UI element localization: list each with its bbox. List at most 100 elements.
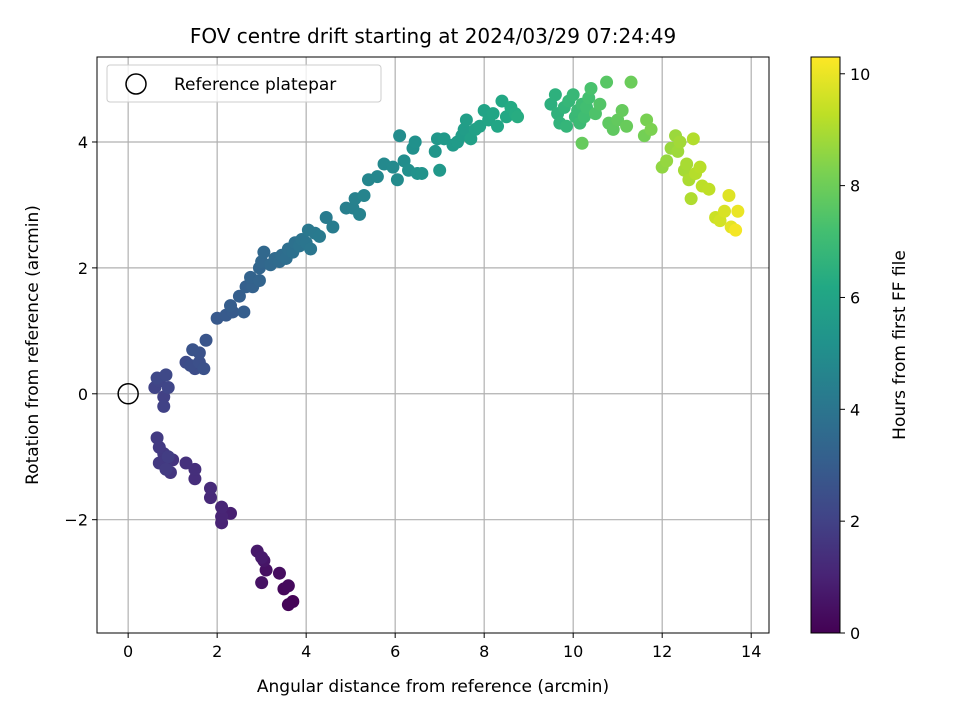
legend-marker-icon bbox=[125, 73, 147, 95]
data-point bbox=[415, 166, 429, 180]
x-axis-label: Angular distance from reference (arcmin) bbox=[257, 677, 609, 697]
x-tick-label: 12 bbox=[652, 642, 672, 661]
data-point bbox=[215, 510, 229, 524]
data-point bbox=[566, 88, 580, 102]
data-point bbox=[157, 399, 171, 413]
legend-box bbox=[106, 64, 382, 103]
data-point bbox=[584, 81, 598, 95]
data-point bbox=[326, 220, 340, 234]
data-point bbox=[731, 204, 745, 218]
data-point bbox=[319, 211, 333, 225]
data-point bbox=[232, 289, 246, 303]
data-point bbox=[272, 566, 286, 580]
data-point bbox=[680, 157, 694, 171]
data-point bbox=[188, 472, 202, 486]
data-point bbox=[729, 223, 743, 237]
data-point bbox=[257, 245, 271, 259]
data-point bbox=[304, 242, 318, 256]
data-point bbox=[281, 598, 295, 612]
data-point bbox=[255, 576, 269, 590]
data-point bbox=[186, 343, 200, 357]
data-point bbox=[203, 481, 217, 495]
data-point bbox=[686, 132, 700, 146]
data-point bbox=[615, 104, 629, 118]
data-point bbox=[252, 273, 266, 287]
colorbar-tick-label: 2 bbox=[850, 512, 860, 531]
data-point bbox=[644, 122, 658, 136]
data-point bbox=[702, 182, 716, 196]
data-point bbox=[600, 75, 614, 89]
data-point bbox=[370, 170, 384, 184]
data-point bbox=[511, 110, 525, 124]
data-point bbox=[390, 173, 404, 187]
data-point bbox=[357, 188, 371, 202]
y-tick-label: 4 bbox=[78, 133, 88, 152]
x-tick-label: 0 bbox=[123, 642, 133, 661]
data-point bbox=[255, 550, 269, 564]
colorbar-tick-label: 10 bbox=[850, 65, 870, 84]
data-point bbox=[393, 129, 407, 143]
data-point bbox=[673, 135, 687, 149]
data-point bbox=[197, 362, 211, 376]
x-tick-label: 2 bbox=[212, 642, 222, 661]
colorbar-tick-label: 0 bbox=[850, 624, 860, 643]
data-point bbox=[575, 136, 589, 150]
colorbar: 0 2 4 6 8 10 Hours from first FF file bbox=[810, 56, 910, 643]
colorbar-ticks: 0 2 4 6 8 10 bbox=[840, 65, 870, 643]
data-point bbox=[159, 368, 173, 382]
chart-title: FOV centre drift starting at 2024/03/29 … bbox=[190, 24, 676, 48]
data-point bbox=[693, 160, 707, 174]
data-point bbox=[179, 456, 193, 470]
data-point bbox=[491, 119, 505, 133]
data-point bbox=[313, 229, 327, 243]
data-point bbox=[215, 500, 229, 514]
data-point bbox=[161, 450, 175, 464]
y-tick-label: −2 bbox=[64, 511, 88, 530]
data-point bbox=[684, 192, 698, 206]
data-point bbox=[199, 333, 213, 347]
colorbar-gradient bbox=[810, 56, 841, 634]
y-axis-ticks: −2 0 2 4 bbox=[64, 133, 97, 530]
x-tick-label: 10 bbox=[563, 642, 583, 661]
data-point bbox=[428, 144, 442, 158]
grid-lines bbox=[97, 57, 769, 633]
plot-frame bbox=[96, 56, 770, 634]
data-point bbox=[620, 119, 634, 133]
data-points bbox=[148, 75, 745, 612]
data-point bbox=[159, 462, 173, 476]
colorbar-tick-label: 6 bbox=[850, 288, 860, 307]
data-point bbox=[224, 299, 238, 313]
data-point bbox=[386, 160, 400, 174]
data-point bbox=[433, 163, 447, 177]
data-point bbox=[722, 188, 736, 202]
data-point bbox=[459, 113, 473, 127]
x-tick-label: 6 bbox=[390, 642, 400, 661]
data-point bbox=[281, 579, 295, 593]
x-tick-label: 8 bbox=[479, 642, 489, 661]
data-point bbox=[660, 154, 674, 168]
data-point bbox=[237, 305, 251, 319]
reference-platepar-marker bbox=[117, 383, 139, 405]
colorbar-label: Hours from first FF file bbox=[890, 250, 910, 440]
x-tick-label: 4 bbox=[301, 642, 311, 661]
legend-label: Reference platepar bbox=[174, 75, 336, 95]
colorbar-tick-label: 4 bbox=[850, 400, 860, 419]
data-point bbox=[353, 207, 367, 221]
colorbar-tick-label: 8 bbox=[850, 177, 860, 196]
x-tick-label: 14 bbox=[741, 642, 761, 661]
data-point bbox=[548, 88, 562, 102]
data-point bbox=[717, 204, 731, 218]
y-tick-label: 0 bbox=[78, 385, 88, 404]
data-point bbox=[161, 380, 175, 394]
data-point bbox=[150, 431, 164, 445]
data-point bbox=[486, 107, 500, 121]
legend: Reference platepar bbox=[106, 64, 382, 103]
data-point bbox=[203, 491, 217, 505]
data-point bbox=[408, 135, 422, 149]
data-point bbox=[593, 97, 607, 111]
x-axis-ticks: 0 2 4 6 8 10 12 14 bbox=[123, 633, 761, 661]
y-tick-label: 2 bbox=[78, 259, 88, 278]
data-point bbox=[560, 119, 574, 133]
data-point bbox=[624, 75, 638, 89]
